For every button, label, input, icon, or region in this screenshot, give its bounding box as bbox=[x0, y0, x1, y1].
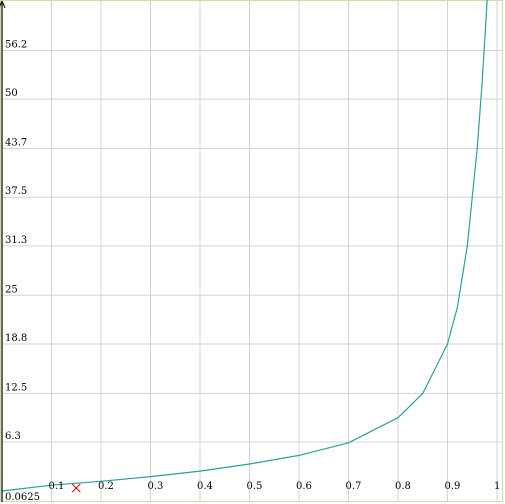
x-tick-label: 0.7 bbox=[346, 481, 362, 492]
x-tick-label: 1 bbox=[494, 481, 500, 492]
x-tick-label: 0.3 bbox=[148, 481, 164, 492]
marker-layer bbox=[71, 483, 81, 493]
x-tick-label: 0.6 bbox=[296, 481, 312, 492]
y-tick-label: 31.3 bbox=[5, 235, 27, 246]
series-line bbox=[1, 0, 488, 492]
x-tick-label: 0.8 bbox=[395, 481, 411, 492]
y-tick-label: 25 bbox=[5, 284, 18, 295]
y-tick-label: 0.0625 bbox=[5, 492, 40, 503]
y-axis-arrow bbox=[0, 0, 6, 9]
x-tick-label: 0.9 bbox=[445, 481, 461, 492]
y-tick-label: 43.7 bbox=[5, 138, 27, 149]
y-tick-label: 6.3 bbox=[5, 431, 21, 442]
y-tick-label: 50 bbox=[5, 88, 18, 99]
axes bbox=[0, 0, 6, 502]
y-tick-label: 18.8 bbox=[5, 333, 27, 344]
x-tick-label: 0.1 bbox=[49, 481, 65, 492]
series-layer bbox=[1, 0, 488, 492]
tick-labels: 0.1 0.2 0.3 0.4 0.5 0.6 0.7 0.8 0.9 1 0.0625 6.3 12.… bbox=[5, 39, 500, 503]
marker-x bbox=[71, 483, 81, 493]
x-tick-label: 0.2 bbox=[98, 481, 114, 492]
x-tick-label: 0.5 bbox=[247, 481, 263, 492]
y-tick-label: 37.5 bbox=[5, 186, 27, 197]
x-tick-label: 0.4 bbox=[197, 481, 213, 492]
y-tick-label: 12.5 bbox=[5, 382, 27, 393]
y-tick-label: 56.2 bbox=[5, 39, 27, 50]
